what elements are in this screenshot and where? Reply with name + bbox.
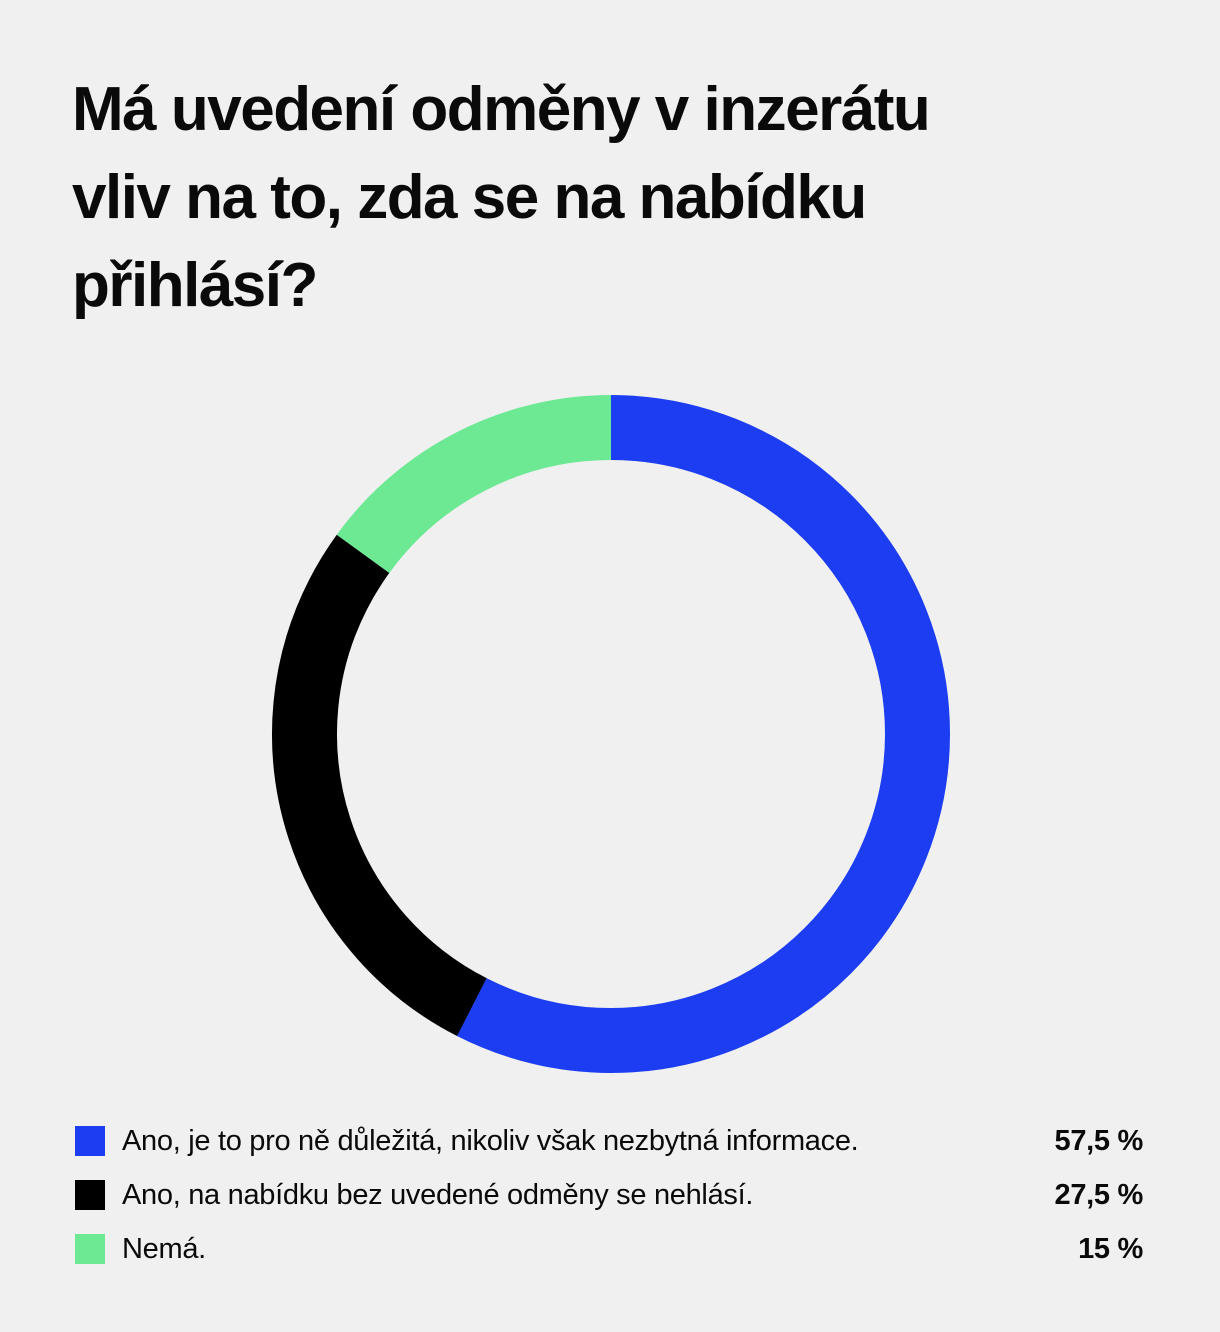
- legend-row-1: Ano, je to pro ně důležitá, nikoliv však…: [75, 1124, 1144, 1157]
- legend-swatch-green: [75, 1234, 105, 1264]
- chart-title-line-2: vliv na to, zda se na nabídku: [72, 163, 867, 232]
- legend-label-1: Ano, je to pro ně důležitá, nikoliv však…: [122, 1124, 859, 1157]
- legend-value-1: 57,5 %: [1054, 1124, 1144, 1157]
- donut-segment-1: [272, 395, 950, 1073]
- donut-segment-3: [271, 394, 950, 1073]
- chart-legend: Ano, je to pro ně důležitá, nikoliv však…: [75, 1124, 1144, 1288]
- legend-label-2: Ano, na nabídku bez uvedené odměny se ne…: [122, 1178, 754, 1211]
- legend-label-3: Nemá.: [122, 1232, 206, 1265]
- legend-value-3: 15 %: [1078, 1232, 1143, 1265]
- donut-segment-2: [272, 395, 951, 1073]
- chart-title: Má uvedení odměny v inzerátu vliv na to,…: [72, 66, 931, 330]
- legend-swatch-black: [75, 1180, 105, 1210]
- legend-swatch-blue: [75, 1126, 105, 1156]
- chart-title-line-3: přihlásí?: [72, 251, 318, 320]
- chart-title-line-1: Má uvedení odměny v inzerátu: [72, 75, 931, 144]
- legend-row-2: Ano, na nabídku bez uvedené odměny se ne…: [75, 1178, 1144, 1211]
- legend-value-2: 27,5 %: [1054, 1178, 1144, 1211]
- legend-row-3: Nemá. 15 %: [75, 1232, 1143, 1265]
